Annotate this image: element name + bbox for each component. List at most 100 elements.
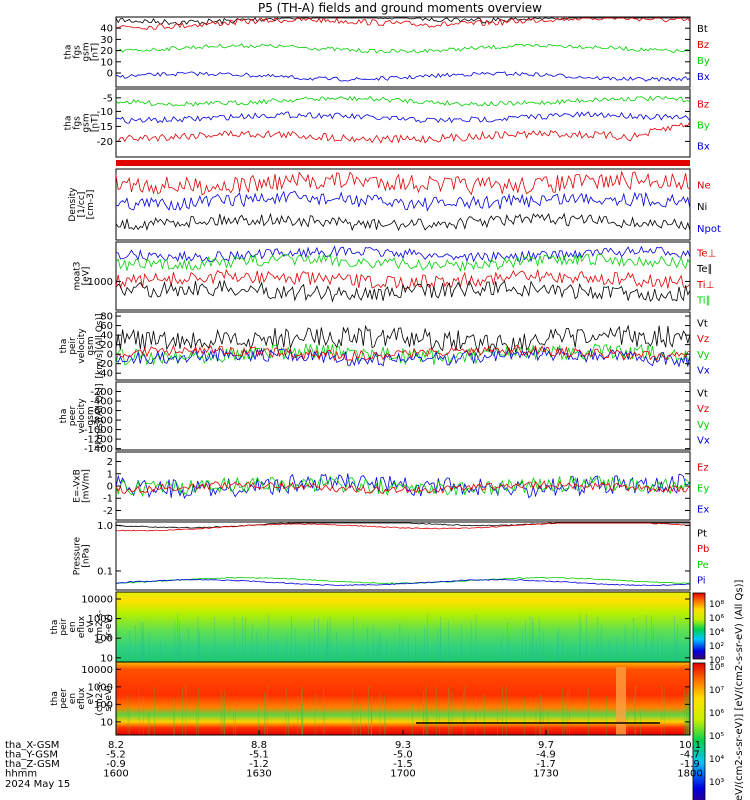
panel-flag-bar — [116, 160, 690, 166]
legend-Bx: Bx — [697, 72, 710, 83]
legend-Vy: Vy — [697, 350, 710, 361]
colorbar-tick: 10⁷ — [709, 686, 724, 696]
ylabel: thafgsgsm[nT] — [64, 113, 101, 132]
ytick-label: -1200 — [84, 435, 113, 446]
ytick-label: 10 — [100, 57, 113, 68]
panel-frame — [115, 521, 691, 591]
ytick-label: 80 — [100, 312, 113, 323]
ytick-label: -10 — [97, 107, 113, 118]
colorbar-tick: 10⁸ — [709, 663, 724, 673]
series-Vy — [115, 346, 691, 368]
series-Te∥ — [115, 252, 691, 272]
series-Ni — [115, 190, 691, 212]
panel-frame — [115, 16, 691, 88]
legend-Vt: Vt — [697, 389, 708, 400]
legend-Bt: Bt — [697, 24, 708, 35]
ytick-label: 100 — [94, 700, 113, 711]
quality-flag-bar — [116, 160, 690, 166]
plot-title: P5 (TH-A) fields and ground moments over… — [258, 1, 542, 15]
series-Te⊥ — [115, 245, 691, 263]
series-Pb — [115, 522, 691, 532]
legend-Bz: Bz — [697, 100, 709, 111]
ytick-label: 10 — [100, 717, 113, 728]
series-Vx — [115, 344, 691, 362]
ytick-label: 0 — [107, 482, 113, 493]
ytick-label: -20 — [97, 359, 113, 370]
panel-frame — [115, 241, 691, 311]
ytick-label: 40 — [100, 24, 113, 35]
xaxis-tick-label: 1700 — [390, 769, 415, 780]
series-Bx — [116, 121, 691, 144]
ytick-label: 30 — [100, 35, 113, 46]
colorbar-tick: 10⁸ — [709, 600, 724, 610]
legend-Ex: Ex — [697, 504, 709, 515]
ytick-label: -5 — [103, 93, 113, 104]
ylabel: Pressure[nPa] — [73, 536, 92, 575]
ytick-label: 40 — [100, 331, 113, 342]
xaxis-tick-label: 9.7 — [538, 740, 554, 751]
ylabel: thafgsgsm[nT] — [64, 42, 101, 61]
date-label: 2024 May 15 — [5, 779, 70, 790]
legend-Te∥: Te∥ — [696, 264, 713, 275]
panel-ion-velocity: 806040200-20-40thapeirvelocitygsm[km/s](… — [59, 311, 710, 381]
ytick-label: 0 — [107, 69, 113, 80]
xaxis-row-label: hhmm — [5, 769, 37, 780]
xaxis-tick-label: -1.7 — [536, 759, 556, 770]
colorbar-tick: 10⁵ — [709, 732, 724, 742]
series-By — [115, 111, 691, 124]
ytick-label: 10000 — [81, 595, 113, 606]
legend-Ti⊥: Ti⊥ — [696, 280, 714, 291]
panel-electron-spectrogram: 10000 1000 100 10 thapeerenefluxeV(cm2-s-sr-… — [50, 661, 691, 736]
xaxis-row-label: tha_Z-GSM — [5, 759, 60, 770]
ytick-label: 100 — [94, 634, 113, 645]
ytick-label: -200 — [90, 387, 113, 398]
ylabel: moat3[eV] — [73, 261, 92, 290]
ytick-label: 0 — [107, 350, 113, 361]
xaxis-tick-label: 1800 — [677, 769, 702, 780]
panel-frame — [115, 381, 691, 451]
legend-Ez: Ez — [697, 463, 709, 474]
xaxis-tick-label: -4.7 — [680, 750, 700, 761]
xaxis-tick-label: -5.0 — [393, 750, 413, 761]
xaxis-tick-label: 1600 — [103, 769, 128, 780]
ytick-label: -1000 — [84, 425, 113, 436]
xaxis-row-label: tha_Y-GSM — [5, 750, 58, 761]
series-Npot — [115, 212, 691, 232]
legend-Pi: Pi — [697, 575, 706, 586]
colorbar-tick: 10⁶ — [709, 709, 724, 719]
ytick-label: 20 — [100, 46, 113, 57]
ytick-label: -40 — [97, 369, 113, 380]
ytick-label: -1400 — [84, 444, 113, 455]
colorbar-tick: 10³ — [709, 778, 724, 788]
ytick-label: 10000 — [81, 665, 113, 676]
ylabel: thapeervelocitygsm[km/s](All Qs)] — [59, 383, 105, 448]
series-Bx — [115, 71, 691, 82]
colorbar-tick: 10⁴ — [709, 628, 724, 638]
legend-Bz: Bz — [697, 40, 709, 51]
xaxis-tick-label: 1730 — [533, 769, 558, 780]
ytick-label: -400 — [90, 397, 113, 408]
ytick-label: 10 — [100, 653, 113, 664]
spectrogram-image — [116, 592, 690, 662]
series-Ex — [115, 480, 691, 495]
colorbar-tick: 10⁰ — [709, 656, 724, 666]
ytick-label: 1000 — [88, 614, 113, 625]
xaxis-tick-label: 10.1 — [679, 740, 701, 751]
legend-Ey: Ey — [697, 484, 709, 495]
xaxis-tick-label: -5.1 — [249, 750, 269, 761]
series-Bt — [115, 17, 690, 26]
xaxis-tick-label: -0.9 — [106, 759, 126, 770]
legend-Pt: Pt — [697, 529, 707, 540]
legend-Vt: Vt — [697, 319, 708, 330]
ytick-label: 60 — [100, 321, 113, 332]
series-Vt — [115, 324, 691, 353]
legend-Vy: Vy — [697, 420, 710, 431]
panel-frame — [115, 168, 691, 241]
ytick-label: -20 — [97, 137, 113, 148]
series-Bz — [115, 17, 691, 30]
xaxis-tick-label: -4.9 — [536, 750, 556, 761]
legend-Ne: Ne — [697, 180, 711, 191]
x-axis: tha_X-GSM 8.2 8.8 9.3 9.7 10.1 tha_Y-GSM -5.2 -5… — [5, 730, 703, 790]
spectrogram-event — [616, 667, 626, 735]
